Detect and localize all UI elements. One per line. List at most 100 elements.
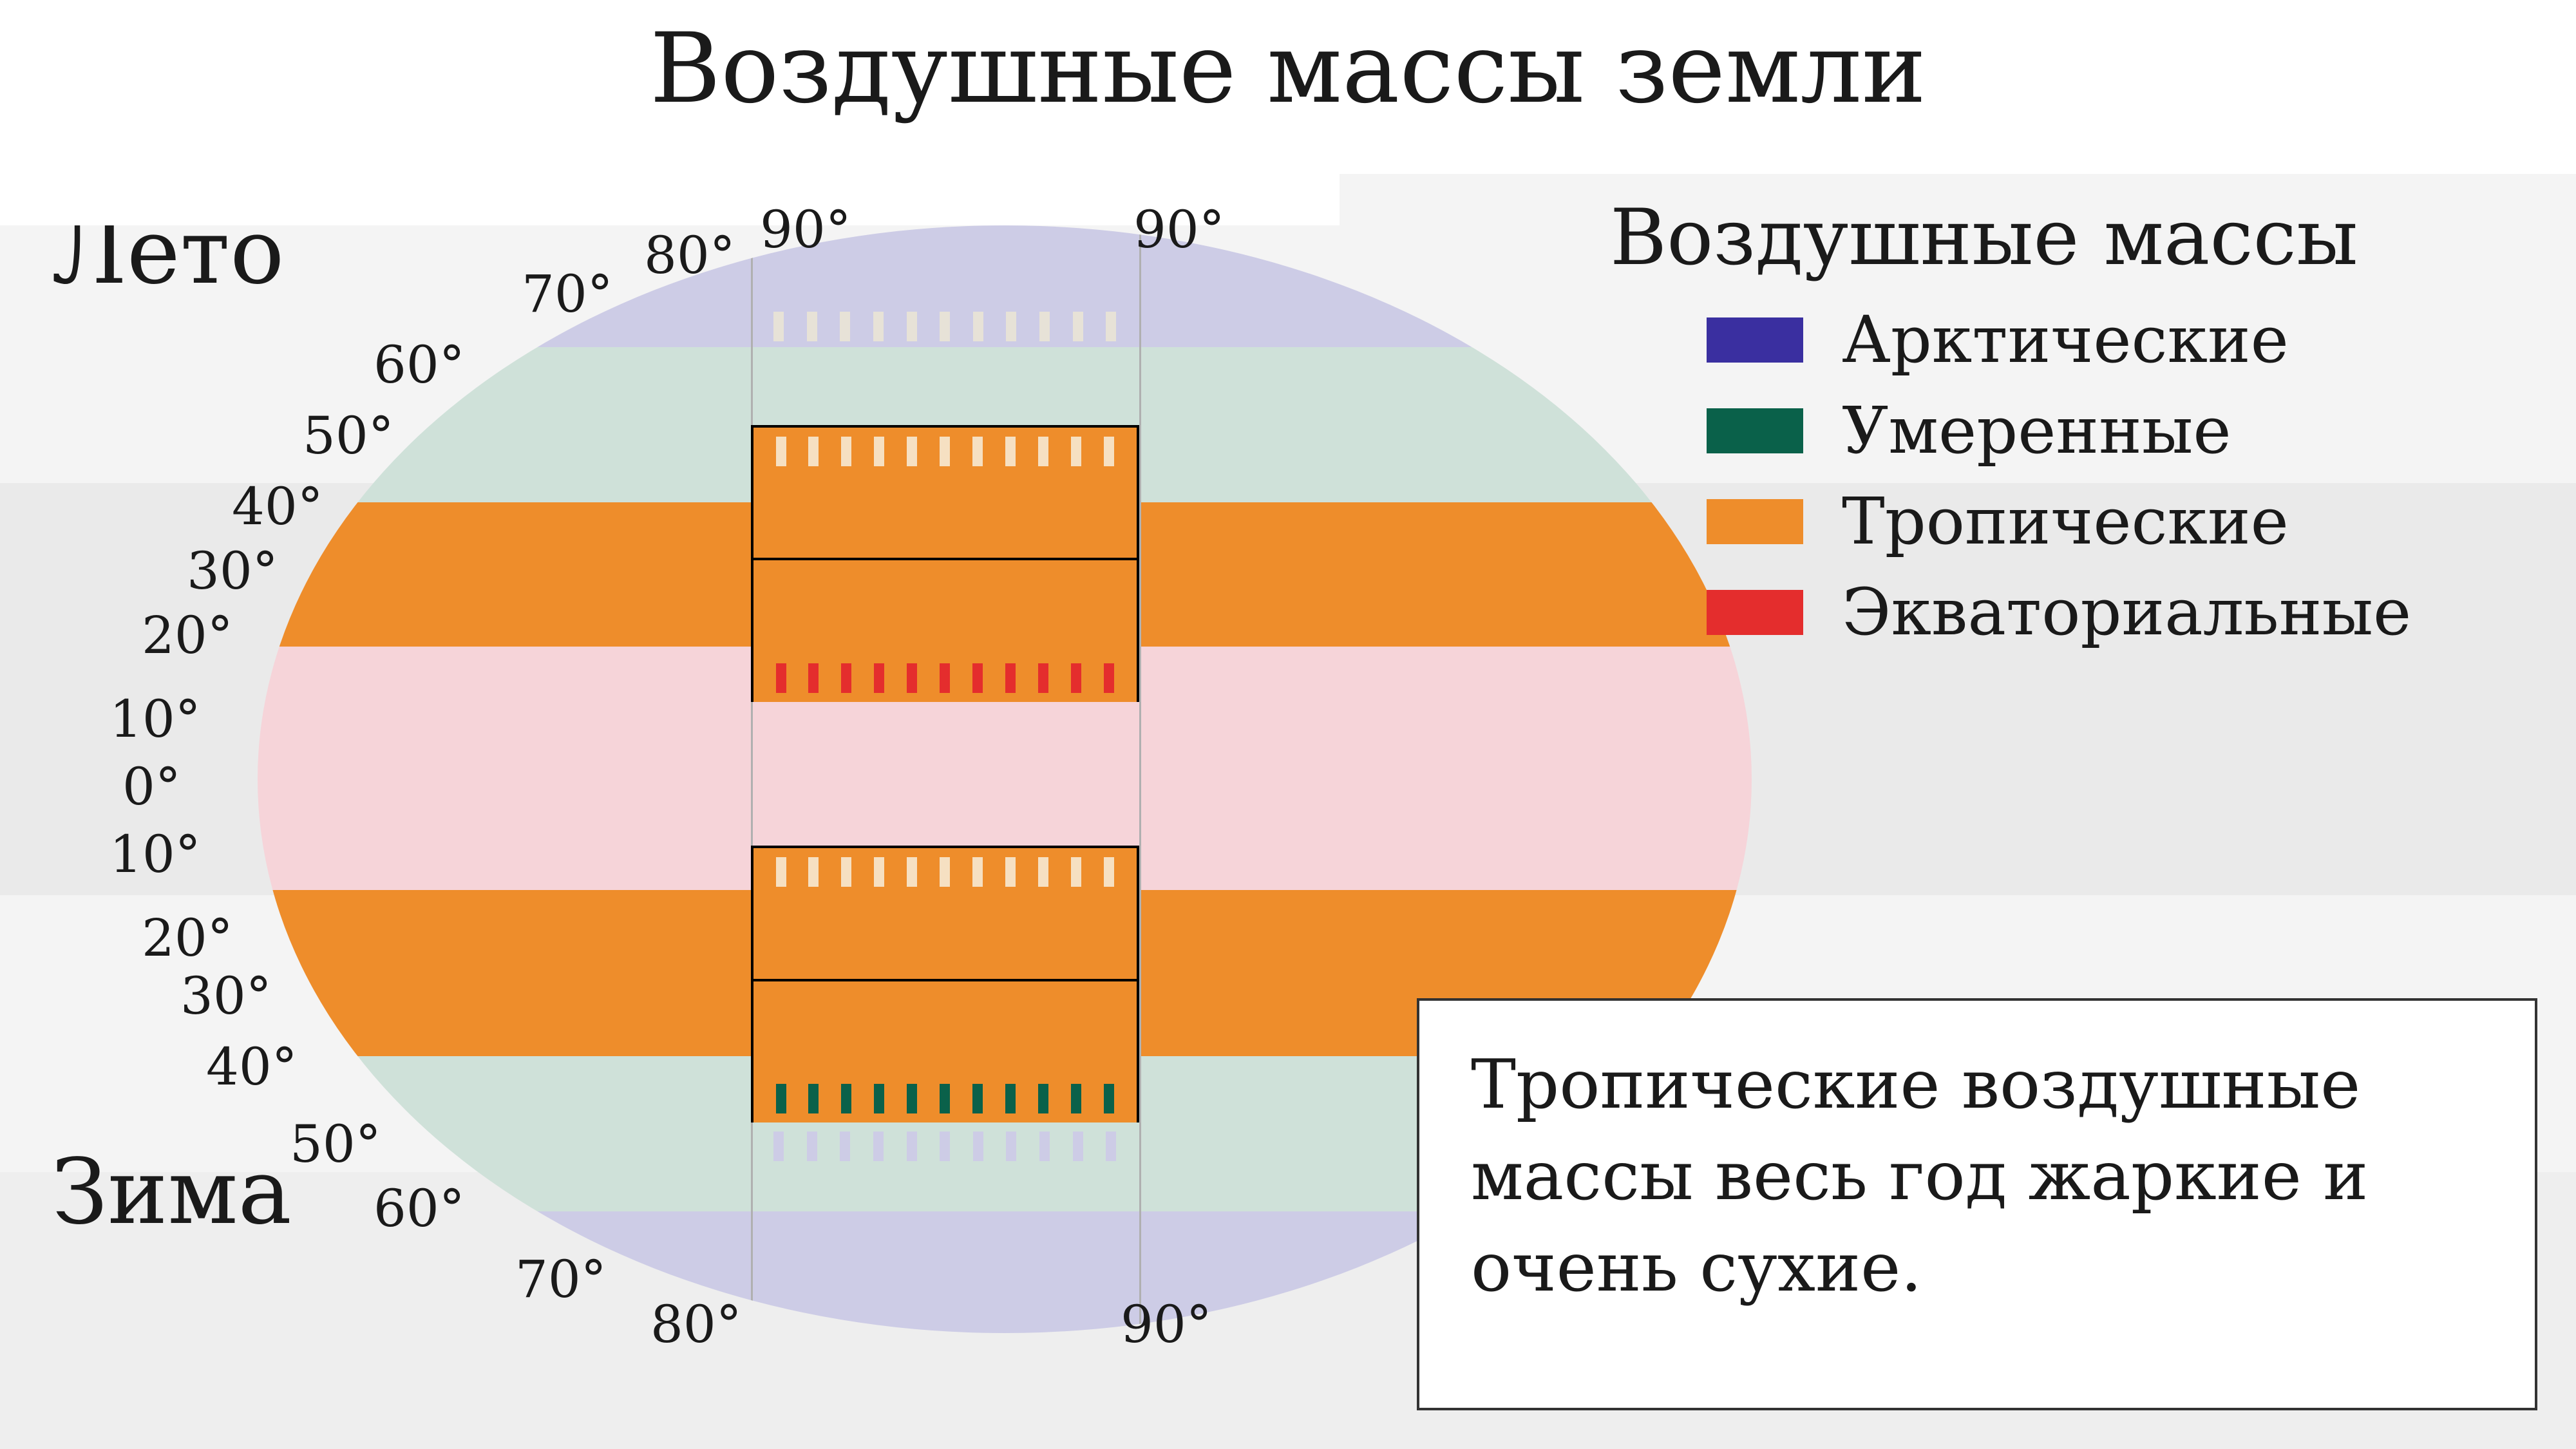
latitude-label: 30°	[187, 541, 278, 601]
tick	[940, 312, 950, 341]
legend-swatch	[1707, 408, 1803, 453]
legend-items: Арктические Умеренные Тропические Экваториа…	[1610, 302, 2576, 650]
column-segment	[751, 425, 1139, 558]
tick	[776, 663, 786, 693]
latitude-label: 50°	[290, 1114, 381, 1174]
tick	[1104, 437, 1114, 466]
tick	[1005, 857, 1016, 887]
legend-row: Арктические	[1610, 302, 2576, 377]
latitude-label: 40°	[232, 477, 323, 536]
tick	[1071, 857, 1081, 887]
column-segment	[751, 846, 1139, 978]
tick	[1006, 312, 1016, 341]
tick	[907, 1084, 917, 1113]
tick	[940, 663, 950, 693]
tick	[1005, 663, 1016, 693]
tick	[841, 1084, 851, 1113]
meridian-line	[1139, 225, 1141, 1333]
tick	[807, 1132, 817, 1161]
tick	[1039, 312, 1050, 341]
tick	[808, 663, 819, 693]
tick	[874, 1084, 884, 1113]
legend-label: Экваториальные	[1842, 574, 2411, 650]
latitude-label: 90°	[1121, 1294, 1212, 1354]
tick	[1039, 1132, 1050, 1161]
tick	[808, 1084, 819, 1113]
latitude-label: 20°	[142, 605, 233, 665]
tick	[1071, 1084, 1081, 1113]
legend-swatch	[1707, 499, 1803, 544]
legend-label: Арктические	[1842, 302, 2289, 377]
latitude-label: 90°	[760, 200, 851, 260]
tick	[907, 1132, 917, 1161]
tick	[808, 437, 819, 466]
legend-row: Экваториальные	[1610, 574, 2576, 650]
latitude-label: 70°	[515, 1249, 607, 1309]
tick	[907, 312, 917, 341]
tick	[1071, 437, 1081, 466]
tick	[840, 312, 850, 341]
tick	[1005, 437, 1016, 466]
latitude-label: 20°	[142, 908, 233, 968]
tick	[841, 857, 851, 887]
legend-swatch	[1707, 590, 1803, 635]
legend-row: Тропические	[1610, 484, 2576, 559]
tick	[874, 437, 884, 466]
tick	[972, 857, 983, 887]
legend-title: Воздушные массы	[1610, 193, 2576, 283]
tick	[841, 663, 851, 693]
tick	[1071, 663, 1081, 693]
legend-label: Умеренные	[1842, 393, 2231, 468]
tick	[1073, 312, 1083, 341]
tick	[973, 312, 983, 341]
legend-swatch	[1707, 317, 1803, 363]
tick	[907, 437, 917, 466]
column-segment	[751, 1122, 1139, 1255]
latitude-label: 10°	[109, 824, 201, 884]
latitude-label: 0°	[122, 757, 181, 817]
tick	[1104, 857, 1114, 887]
tick	[1038, 663, 1048, 693]
tick	[1104, 1084, 1114, 1113]
tick	[776, 1084, 786, 1113]
tick	[940, 1084, 950, 1113]
latitude-label: 90°	[1133, 200, 1225, 260]
tick	[773, 1132, 784, 1161]
column-segment	[751, 558, 1139, 702]
tick	[1038, 1084, 1048, 1113]
tick	[873, 312, 884, 341]
tick	[1006, 1132, 1016, 1161]
tick	[940, 437, 950, 466]
note-text: Тропические воздушные массы весь год жар…	[1471, 1045, 2368, 1307]
tick	[841, 437, 851, 466]
latitude-label: 80°	[644, 225, 735, 285]
tick	[940, 857, 950, 887]
tick	[1038, 857, 1048, 887]
tick	[973, 1132, 983, 1161]
column-segment	[751, 979, 1139, 1123]
tick	[1104, 663, 1114, 693]
latitude-label: 70°	[522, 264, 613, 324]
tick	[776, 437, 786, 466]
tick	[1073, 1132, 1083, 1161]
tick	[1106, 1132, 1116, 1161]
tick	[808, 857, 819, 887]
tick	[940, 1132, 950, 1161]
tick	[776, 857, 786, 887]
column-segment	[751, 303, 1139, 424]
page-title: Воздушные массы земли	[0, 13, 2576, 125]
latitude-label: 80°	[650, 1294, 742, 1354]
tick	[1038, 437, 1048, 466]
tick	[907, 663, 917, 693]
tick	[907, 857, 917, 887]
latitude-label: 40°	[206, 1037, 298, 1097]
tick	[972, 437, 983, 466]
tick	[1005, 1084, 1016, 1113]
tick	[972, 1084, 983, 1113]
tick	[874, 663, 884, 693]
season-bottom-label: Зима	[52, 1140, 292, 1245]
tick	[773, 312, 784, 341]
tick	[874, 857, 884, 887]
latitude-label: 10°	[109, 689, 201, 749]
slide: Воздушные массы земли Лето Зима 90°90°80…	[0, 0, 2576, 1449]
